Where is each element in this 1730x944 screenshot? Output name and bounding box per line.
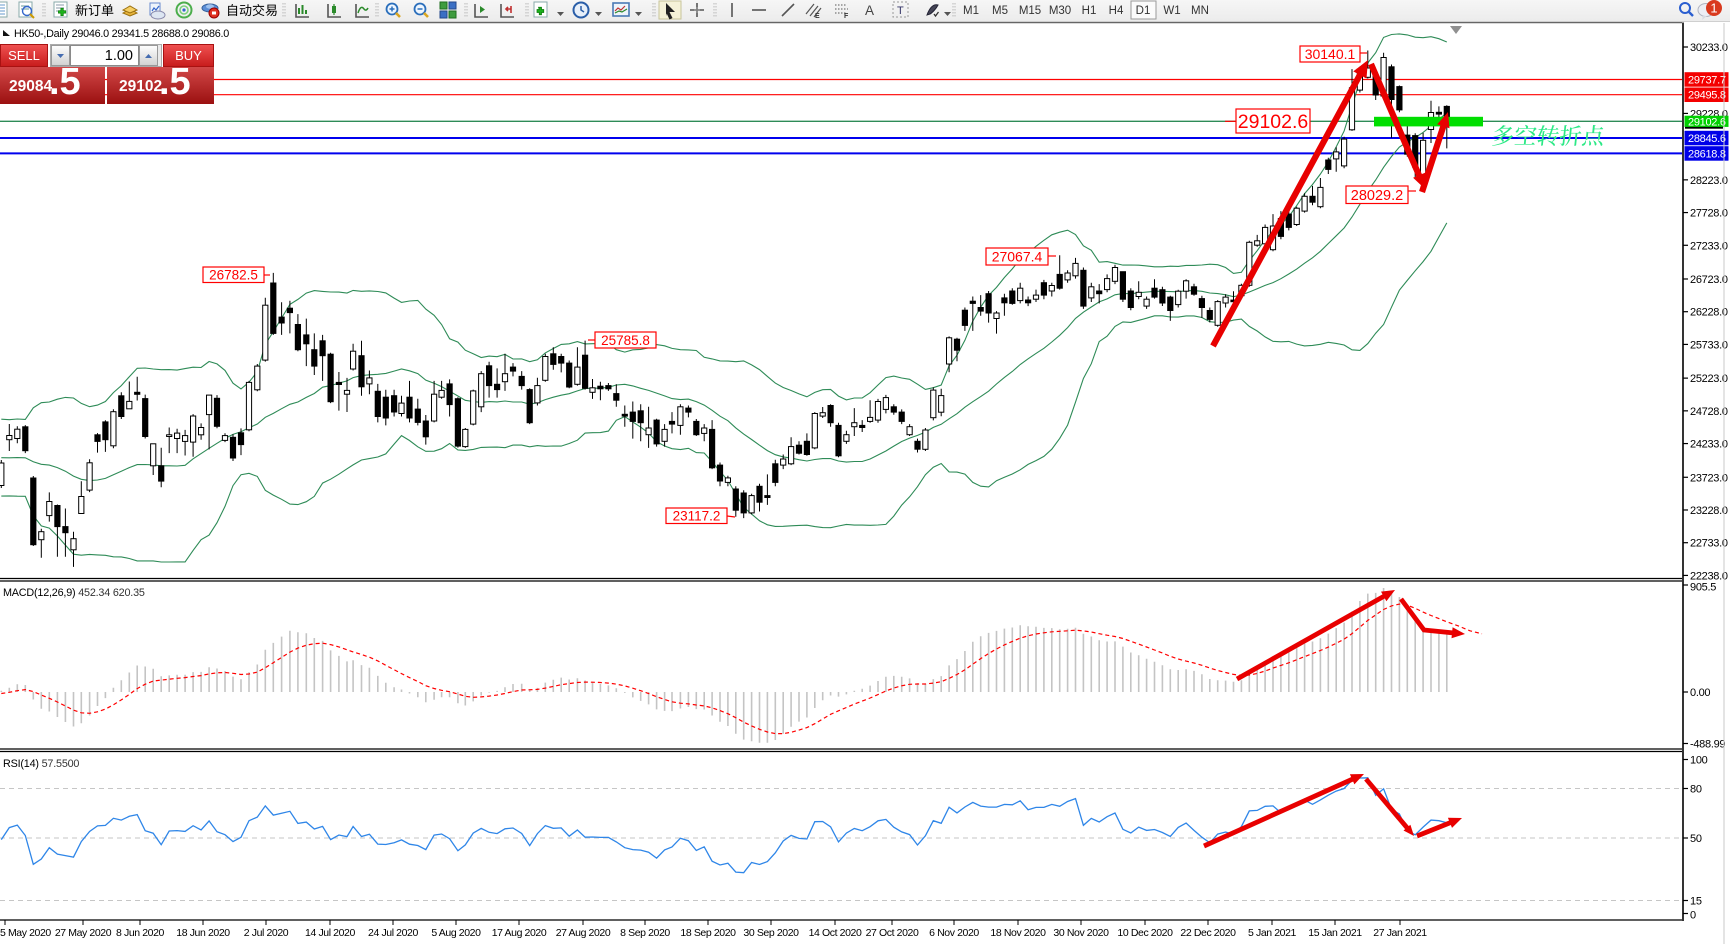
svg-text:24233.0: 24233.0 <box>1690 439 1728 451</box>
svg-text:A: A <box>865 3 874 18</box>
svg-text:18 Nov 2020: 18 Nov 2020 <box>990 927 1046 939</box>
svg-text:23228.0: 23228.0 <box>1690 505 1728 517</box>
svg-text:M30: M30 <box>1049 5 1071 17</box>
svg-text:HK50-,Daily 29046.0 29341.5 2: HK50-,Daily 29046.0 29341.5 28688.0 2908… <box>14 28 229 40</box>
svg-text:30140.1: 30140.1 <box>1305 46 1356 62</box>
svg-text:26228.0: 26228.0 <box>1690 307 1728 319</box>
svg-text:5 Jan 2021: 5 Jan 2021 <box>1248 927 1297 939</box>
svg-text:D1: D1 <box>1136 5 1151 17</box>
svg-text:25733.0: 25733.0 <box>1690 339 1728 351</box>
svg-text:29737.7: 29737.7 <box>1688 75 1726 87</box>
svg-text:MACD(12,26,9) 452.34 620.35: MACD(12,26,9) 452.34 620.35 <box>3 587 145 599</box>
svg-text:W1: W1 <box>1163 5 1180 17</box>
svg-text:26723.0: 26723.0 <box>1690 274 1728 286</box>
svg-text:MN: MN <box>1191 5 1209 17</box>
svg-text:22 Dec 2020: 22 Dec 2020 <box>1180 927 1236 939</box>
svg-text:18 Sep 2020: 18 Sep 2020 <box>680 927 736 939</box>
svg-text:2 Jul 2020: 2 Jul 2020 <box>244 927 289 939</box>
svg-text:17 Aug 2020: 17 Aug 2020 <box>492 927 547 939</box>
svg-text:15: 15 <box>1690 896 1702 908</box>
svg-text:28029.2: 28029.2 <box>1351 188 1403 204</box>
svg-text:25785.8: 25785.8 <box>601 333 650 348</box>
svg-text:F: F <box>844 13 849 20</box>
svg-text:8 Jun 2020: 8 Jun 2020 <box>116 927 165 939</box>
svg-text:0.00: 0.00 <box>1690 687 1710 699</box>
svg-text:27728.0: 27728.0 <box>1690 208 1728 220</box>
svg-text:26782.5: 26782.5 <box>209 268 258 283</box>
svg-text:T: T <box>897 5 904 17</box>
svg-text:28223.0: 28223.0 <box>1690 175 1728 187</box>
svg-text:14 Oct 2020: 14 Oct 2020 <box>809 927 862 939</box>
svg-text:M5: M5 <box>992 5 1008 17</box>
svg-text:H4: H4 <box>1109 5 1124 17</box>
svg-text:29102.6: 29102.6 <box>1688 116 1726 128</box>
svg-text:8 Sep 2020: 8 Sep 2020 <box>620 927 670 939</box>
svg-text:RSI(14) 57.5500: RSI(14) 57.5500 <box>3 758 79 770</box>
svg-text:28618.8: 28618.8 <box>1688 148 1726 160</box>
svg-text:24728.0: 24728.0 <box>1690 406 1728 418</box>
svg-text:27 Jan 2021: 27 Jan 2021 <box>1373 927 1427 939</box>
svg-text:24 Jul 2020: 24 Jul 2020 <box>368 927 418 939</box>
svg-text:29102.6: 29102.6 <box>1238 111 1309 133</box>
svg-text:23117.2: 23117.2 <box>673 509 721 524</box>
svg-text:-488.99: -488.99 <box>1690 739 1725 751</box>
svg-text:29495.8: 29495.8 <box>1688 90 1726 102</box>
svg-text:27 Oct 2020: 27 Oct 2020 <box>866 927 919 939</box>
svg-text:30233.0: 30233.0 <box>1690 42 1728 54</box>
svg-text:28845.6: 28845.6 <box>1688 133 1726 145</box>
svg-text:25223.0: 25223.0 <box>1690 373 1728 385</box>
svg-text:M15: M15 <box>1019 5 1041 17</box>
svg-text:10 Dec 2020: 10 Dec 2020 <box>1117 927 1173 939</box>
svg-text:50: 50 <box>1690 833 1702 845</box>
svg-text:27 Aug 2020: 27 Aug 2020 <box>556 927 611 939</box>
svg-text:18 Jun 2020: 18 Jun 2020 <box>176 927 230 939</box>
svg-text:22238.0: 22238.0 <box>1690 570 1728 582</box>
svg-text:905.5: 905.5 <box>1690 582 1716 594</box>
svg-text:80: 80 <box>1690 784 1702 796</box>
svg-text:H1: H1 <box>1082 5 1097 17</box>
svg-text:5 May 2020: 5 May 2020 <box>0 927 51 939</box>
svg-text:100: 100 <box>1690 755 1708 767</box>
svg-text:5 Aug 2020: 5 Aug 2020 <box>431 927 481 939</box>
svg-text:14 Jul 2020: 14 Jul 2020 <box>305 927 355 939</box>
svg-text:23723.0: 23723.0 <box>1690 472 1728 484</box>
svg-text:0: 0 <box>1690 910 1696 922</box>
svg-text:30 Sep 2020: 30 Sep 2020 <box>743 927 799 939</box>
svg-text:E: E <box>815 13 820 20</box>
svg-text:22733.0: 22733.0 <box>1690 538 1728 550</box>
svg-text:27233.0: 27233.0 <box>1690 240 1728 252</box>
svg-text:27067.4: 27067.4 <box>992 249 1043 265</box>
svg-text:27 May 2020: 27 May 2020 <box>55 927 112 939</box>
svg-text:30 Nov 2020: 30 Nov 2020 <box>1053 927 1109 939</box>
svg-text:M1: M1 <box>963 5 979 17</box>
svg-text:15 Jan 2021: 15 Jan 2021 <box>1308 927 1362 939</box>
svg-text:1: 1 <box>1710 1 1717 16</box>
svg-text:6 Nov 2020: 6 Nov 2020 <box>929 927 979 939</box>
